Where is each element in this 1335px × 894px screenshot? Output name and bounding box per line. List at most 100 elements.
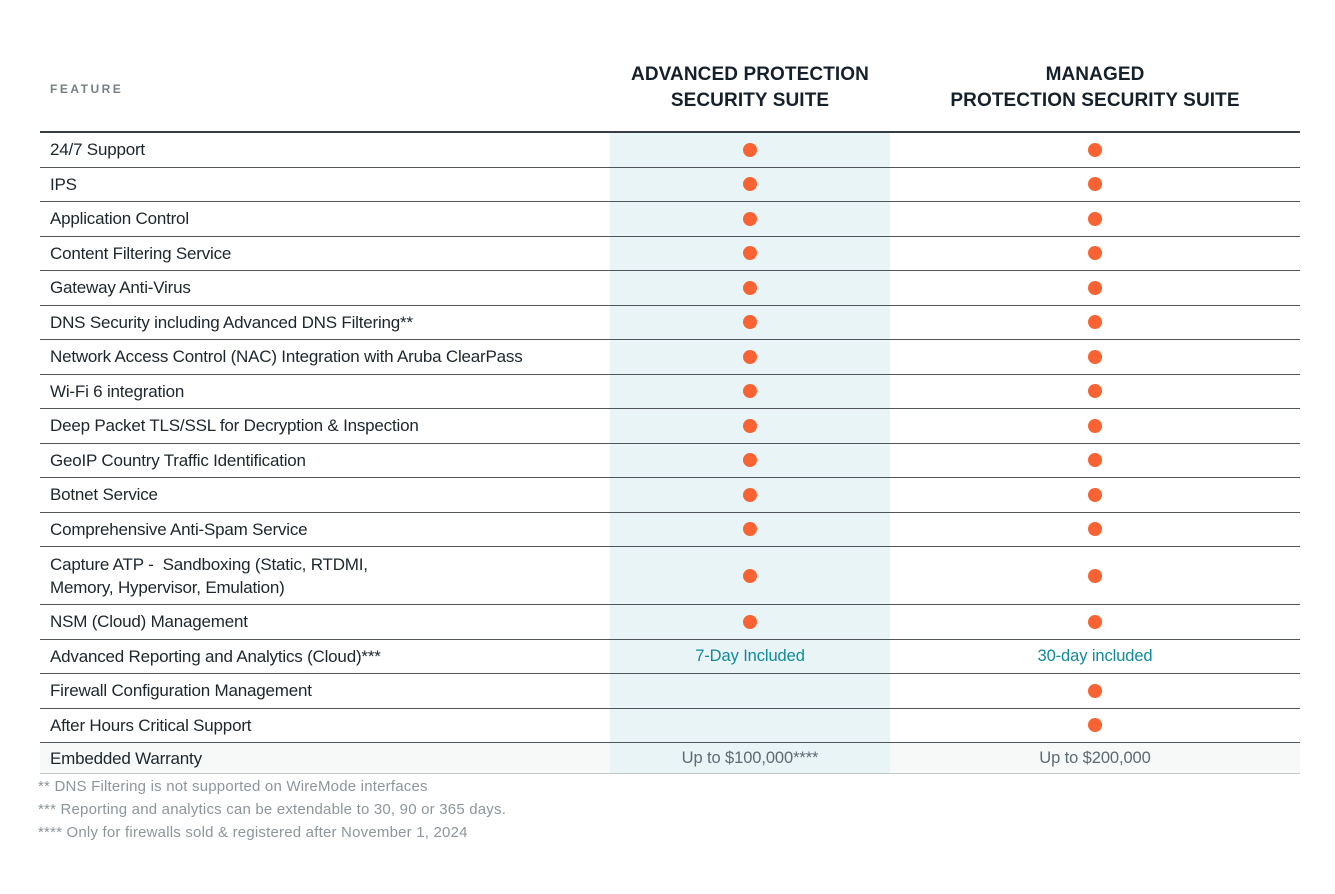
managed-suite-cell: 30-day included [890, 640, 1300, 674]
managed-suite-cell [890, 133, 1300, 167]
included-dot-icon [743, 487, 757, 502]
managed-suite-cell [890, 168, 1300, 202]
included-dot-icon [1088, 683, 1102, 698]
managed-suite-cell [890, 478, 1300, 512]
table-row: Botnet Service [40, 478, 1300, 513]
included-dot-icon [1088, 522, 1102, 537]
advanced-suite-cell [610, 340, 890, 374]
managed-suite-cell [890, 340, 1300, 374]
table-row: Deep Packet TLS/SSL for Decryption & Ins… [40, 409, 1300, 444]
advanced-suite-cell [610, 547, 890, 604]
managed-suite-cell [890, 409, 1300, 443]
table-row: Advanced Reporting and Analytics (Cloud)… [40, 639, 1300, 674]
table-row: NSM (Cloud) Management [40, 605, 1300, 640]
managed-suite-cell [890, 709, 1300, 743]
feature-name: Application Control [50, 209, 189, 229]
included-dot-icon [1088, 349, 1102, 364]
feature-name: Comprehensive Anti-Spam Service [50, 519, 308, 539]
included-dot-icon [743, 614, 757, 629]
managed-suite-cell [890, 547, 1300, 604]
included-dot-icon [743, 384, 757, 399]
included-dot-icon [743, 453, 757, 468]
advanced-suite-cell [610, 409, 890, 443]
included-dot-icon [1088, 614, 1102, 629]
included-dot-icon [743, 418, 757, 433]
managed-suite-column-header: MANAGED PROTECTION SECURITY SUITE [950, 64, 1240, 111]
feature-name: Wi-Fi 6 integration [50, 381, 185, 401]
feature-name: Firewall Configuration Management [50, 681, 312, 701]
table-row: DNS Security including Advanced DNS Filt… [40, 305, 1300, 340]
included-dot-icon [1088, 384, 1102, 399]
feature-name: DNS Security including Advanced DNS Filt… [50, 312, 413, 332]
advanced-suite-cell [610, 202, 890, 236]
feature-name: Embedded Warranty [40, 743, 610, 773]
footnote: *** Reporting and analytics can be exten… [38, 801, 507, 818]
included-dot-icon [743, 211, 757, 226]
advanced-suite-cell [610, 478, 890, 512]
included-dot-icon [743, 349, 757, 364]
table-row: IPS [40, 167, 1300, 202]
included-dot-icon [1088, 487, 1102, 502]
feature-name: NSM (Cloud) Management [50, 612, 248, 632]
included-dot-icon [743, 522, 757, 537]
table-row: After Hours Critical Support [40, 708, 1300, 743]
included-dot-icon [1088, 211, 1102, 226]
included-dot-icon [743, 246, 757, 261]
advanced-suite-cell [610, 167, 890, 201]
managed-suite-cell [890, 237, 1300, 271]
feature-name: Network Access Control (NAC) Integration… [50, 347, 523, 367]
included-dot-icon [1088, 315, 1102, 330]
advanced-suite-cell [610, 674, 890, 708]
feature-name: 24/7 Support [50, 140, 145, 160]
table-row: Firewall Configuration Management [40, 674, 1300, 709]
table-row: Embedded Warranty Up to $100,000**** Up … [40, 743, 1300, 774]
included-dot-icon [743, 280, 757, 295]
table-row: Comprehensive Anti-Spam Service [40, 512, 1300, 547]
table-row: Gateway Anti-Virus [40, 271, 1300, 306]
advanced-suite-cell: 7-Day Included [610, 639, 890, 673]
included-dot-icon [1088, 718, 1102, 733]
cell-value: Up to $100,000**** [681, 748, 819, 767]
included-dot-icon [743, 177, 757, 192]
included-dot-icon [1088, 280, 1102, 295]
feature-name: Deep Packet TLS/SSL for Decryption & Ins… [50, 416, 419, 436]
included-dot-icon [1088, 568, 1102, 583]
table-row: Network Access Control (NAC) Integration… [40, 340, 1300, 375]
advanced-suite-cell [610, 133, 890, 167]
included-dot-icon [743, 142, 757, 157]
advanced-suite-cell [610, 271, 890, 305]
cell-value: 30-day included [1037, 646, 1153, 665]
advanced-suite-cell [610, 708, 890, 742]
managed-suite-cell [890, 444, 1300, 478]
managed-suite-cell [890, 271, 1300, 305]
feature-name: After Hours Critical Support [50, 715, 252, 735]
included-dot-icon [1088, 246, 1102, 261]
feature-name: Content Filtering Service [50, 243, 232, 263]
included-dot-icon [743, 315, 757, 330]
managed-suite-cell [890, 375, 1300, 409]
advanced-suite-cell: Up to $100,000**** [610, 743, 890, 773]
managed-suite-cell: Up to $200,000 [890, 743, 1300, 773]
table-row: 24/7 Support [40, 133, 1300, 168]
feature-name: GeoIP Country Traffic Identification [50, 450, 306, 470]
feature-comparison-table: 24/7 Support IPS Application Control Con… [40, 131, 1300, 774]
advanced-suite-cell [610, 512, 890, 546]
managed-suite-cell [890, 202, 1300, 236]
advanced-suite-cell [610, 443, 890, 477]
cell-value: 7-Day Included [695, 646, 805, 665]
advanced-suite-cell [610, 236, 890, 270]
included-dot-icon [1088, 418, 1102, 433]
footnote: **** Only for firewalls sold & registere… [38, 824, 468, 841]
feature-name: Botnet Service [50, 485, 158, 505]
cell-value: Up to $200,000 [1039, 748, 1151, 767]
managed-suite-cell [890, 513, 1300, 547]
advanced-suite-cell [610, 374, 890, 408]
included-dot-icon [1088, 142, 1102, 157]
feature-column-label: FEATURE [50, 82, 124, 96]
managed-suite-cell [890, 674, 1300, 708]
table-row: Content Filtering Service [40, 236, 1300, 271]
feature-name: Capture ATP - Sandboxing (Static, RTDMI,… [50, 554, 368, 597]
feature-name: Gateway Anti-Virus [50, 278, 191, 298]
advanced-suite-column-header: ADVANCED PROTECTION SECURITY SUITE [631, 64, 869, 111]
